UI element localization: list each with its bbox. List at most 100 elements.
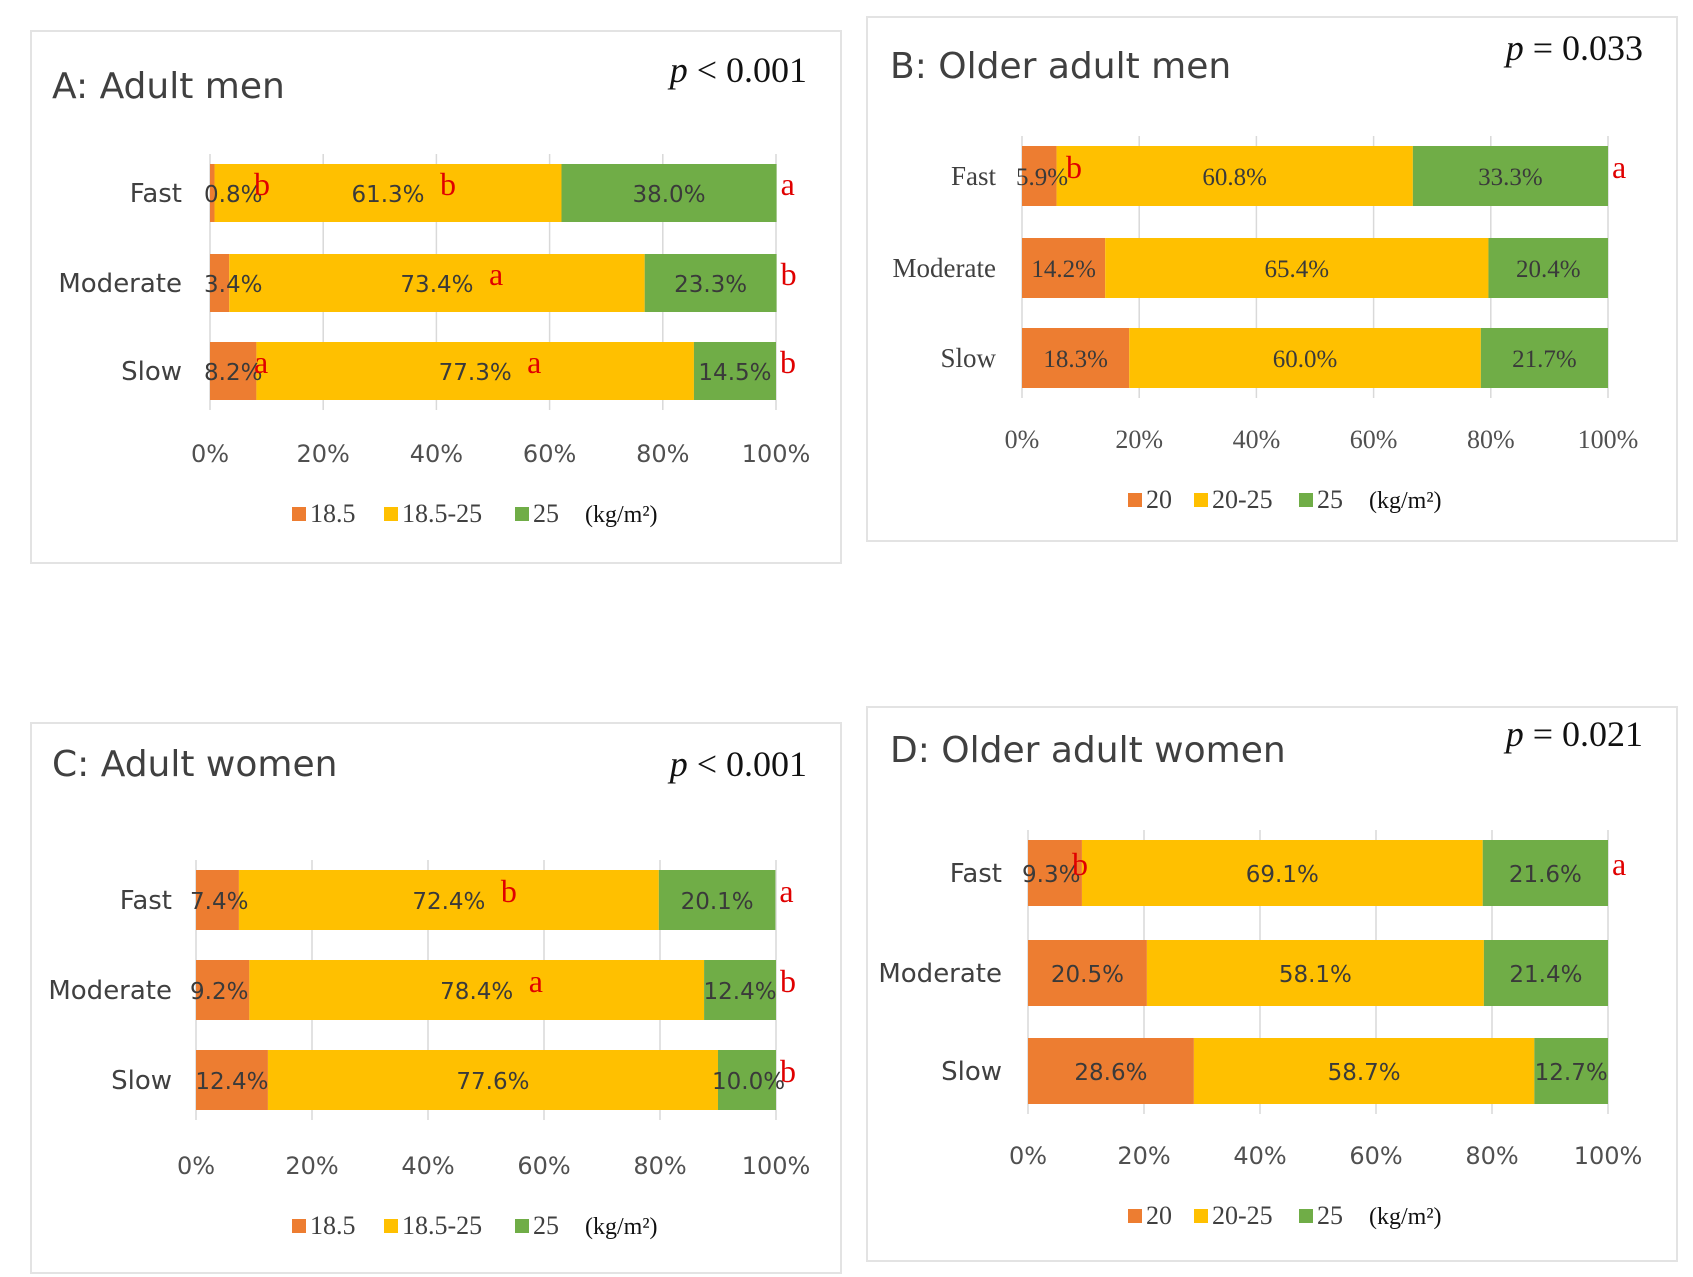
unit-label: (kg/m²) [1369,488,1442,514]
bar-segment [1105,238,1489,298]
chart-svg: C: Adult women p < 0.001 Fast 7.4% 72.4% b 20.… [48,744,810,1240]
significance-letter: a [779,873,793,909]
significance-letter: a [1612,149,1626,185]
x-tick-label: 100% [1574,1142,1643,1170]
significance-letter: b [440,166,456,202]
bar-segment [1534,1038,1608,1104]
legend-label: 25 [533,1211,559,1240]
data-label: 12.7% [1535,1060,1608,1086]
data-label: 9.3% [1022,862,1080,888]
bar-segment [1129,328,1481,388]
panel-adult-men: A: Adult men p < 0.001 Fast 0.8% b 61.3% b 38.0… [30,30,842,564]
legend-swatch [384,1219,398,1233]
data-label: 20.1% [681,889,754,915]
chart-title: A: Adult men [52,66,285,107]
bar-segment [249,960,705,1020]
panel-adult-women: C: Adult women p < 0.001 Fast 7.4% 72.4% b 20.… [30,722,842,1274]
significance-letter: b [254,166,270,202]
bar-segment [210,164,215,222]
legend-swatch [292,1219,306,1233]
bar-segment [210,254,230,312]
category-label: Slow [121,357,182,387]
legend-label: 20-25 [1212,485,1273,514]
x-tick-label: 20% [285,1152,338,1180]
significance-letter: a [1612,846,1626,882]
bar-segment [1022,238,1106,298]
bar-segment [1028,1038,1194,1104]
data-label: 18.3% [1043,346,1108,373]
category-label: Slow [111,1066,172,1096]
bar-segment [1022,146,1057,206]
p-value: p < 0.001 [667,50,807,90]
data-label: 77.6% [456,1069,529,1095]
data-label: 60.0% [1273,346,1338,373]
x-tick-label: 60% [523,440,576,468]
data-label: 60.8% [1202,164,1267,191]
panel-older-adult-men: B: Older adult men p = 0.033 Fast 5.9% b 60.8… [866,16,1678,542]
bar-segment [1482,840,1608,906]
data-label: 0.8% [204,182,262,208]
bar-segment [229,254,645,312]
bar-segment [644,254,777,312]
bar-segment [1480,328,1608,388]
legend-label: 25 [533,499,559,528]
x-tick-label: 0% [177,1152,215,1180]
bar-segment [1056,146,1413,206]
bar-segment [718,1050,776,1110]
x-tick-label: 40% [410,440,463,468]
p-rest: = 0.033 [1524,28,1643,68]
significance-letter: b [1072,846,1088,882]
significance-letter: a [254,344,268,380]
legend-label: 20 [1146,1201,1172,1230]
bar-segment [658,870,776,930]
data-label: 21.7% [1512,346,1577,373]
x-tick-label: 80% [636,440,689,468]
significance-letter: b [780,963,796,999]
data-label: 20.4% [1516,256,1581,283]
significance-letter: b [780,1053,796,1089]
category-label: Fast [951,161,997,191]
x-tick-label: 60% [517,1152,570,1180]
bar-segment [256,342,694,400]
x-tick-label: 20% [1115,425,1163,454]
data-label: 69.1% [1246,862,1319,888]
category-label: Moderate [48,976,172,1006]
legend: 20 20-25 25 (kg/m²) [1128,1201,1442,1230]
x-tick-label: 100% [1578,425,1639,454]
legend-swatch [1299,1209,1313,1223]
data-label: 77.3% [439,360,512,386]
x-tick-label: 80% [1465,1142,1518,1170]
x-tick-label: 80% [633,1152,686,1180]
legend-label: 18.5-25 [402,499,482,528]
bar-segment [1193,1038,1535,1104]
p-value: p = 0.033 [1503,28,1643,68]
bar-segment [1488,238,1608,298]
data-label: 3.4% [204,272,262,298]
legend-label: 18.5 [310,499,356,528]
significance-letter: a [527,344,541,380]
bar-segment [210,342,257,400]
legend: 18.5 18.5-25 25 (kg/m²) [292,1211,658,1240]
legend: 20 20-25 25 (kg/m²) [1128,485,1442,514]
significance-letter: b [780,344,796,380]
legend-swatch [515,507,529,521]
legend-label: 20 [1146,485,1172,514]
legend-swatch [515,1219,529,1233]
x-tick-label: 100% [742,440,811,468]
legend-swatch [1128,1209,1142,1223]
x-tick-label: 0% [1009,1142,1047,1170]
bar-segment [1028,940,1147,1006]
bar-segment [704,960,776,1020]
legend-swatch [1299,493,1313,507]
legend-label: 20-25 [1212,1201,1273,1230]
data-label: 21.4% [1509,962,1582,988]
data-label: 12.4% [704,979,777,1005]
data-label: 78.4% [440,979,513,1005]
chart-title: D: Older adult women [890,730,1286,771]
x-tick-label: 80% [1467,425,1515,454]
data-label: 38.0% [632,182,705,208]
p-rest: = 0.021 [1524,714,1643,754]
data-label: 14.2% [1031,256,1096,283]
bar-segment [1022,328,1130,388]
significance-letter: a [489,256,503,292]
